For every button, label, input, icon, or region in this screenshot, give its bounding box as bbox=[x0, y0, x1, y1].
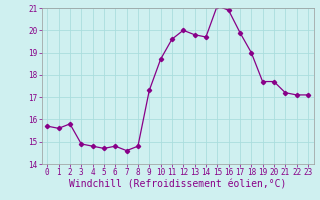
X-axis label: Windchill (Refroidissement éolien,°C): Windchill (Refroidissement éolien,°C) bbox=[69, 180, 286, 190]
